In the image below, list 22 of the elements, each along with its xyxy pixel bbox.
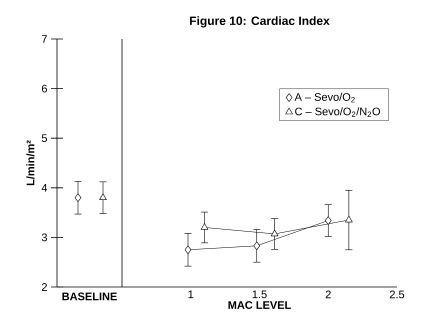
point [345, 216, 353, 222]
point [253, 242, 260, 250]
y-tick-label: 6 [42, 84, 47, 92]
x-axis-title: BASELINE [62, 292, 117, 300]
x-tick-label: 2 [326, 290, 331, 298]
legend-label: A – Sevo/O$_{2}$ [294, 92, 355, 102]
y-tick-label: 4 [42, 184, 48, 192]
x-axis-title: MAC LEVEL [228, 301, 291, 309]
x-tick-label: 1.5 [252, 290, 267, 298]
legend-label: C – Sevo/O$_{2}$/N$_{2}$O [295, 107, 380, 117]
x-tick-label: 1 [188, 290, 194, 298]
y-axis-title: L/min/m² [26, 140, 34, 186]
y-tick-label: 3 [42, 234, 47, 242]
chart-title: Figure 10: Cardiac Index [190, 16, 330, 28]
point [200, 223, 208, 230]
point [324, 216, 332, 225]
point [184, 245, 192, 254]
x-tick-label: 2.5 [390, 290, 404, 298]
y-tick-label: 2 [42, 283, 47, 291]
point [270, 230, 278, 236]
y-tick-label: 5 [42, 134, 47, 142]
y-tick-label: 7 [42, 35, 47, 43]
